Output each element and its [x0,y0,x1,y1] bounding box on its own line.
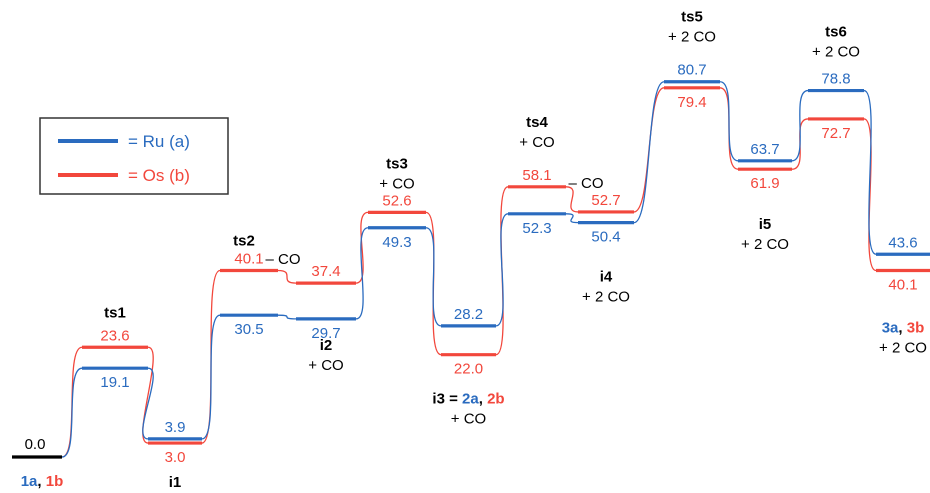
label-i5: i5 [759,216,772,233]
sublabel-3: + 2 CO [879,340,927,357]
label-1: 1a, 1b [21,473,64,490]
value-os-i1: 3.0 [165,449,186,466]
legend: = Ru (a) = Os (b) [39,117,229,195]
energy-values: 0.0 23.6 19.1 3.0 3.9 40.1 30.5 37.4 29.7 52.6 49.… [25,62,918,466]
label-i1: i1 [169,474,182,491]
legend-box [39,117,229,195]
co-loss-ts2: – CO [265,251,300,268]
value-ru-ts3: 49.3 [382,234,411,251]
connector-ru-ts5-i5 [719,81,739,162]
value-ru-ts2: 30.5 [234,321,263,338]
sublabel-ts6: + 2 CO [812,44,860,61]
value-ru-ts6: 78.8 [821,71,850,88]
value-os-ts4: 58.1 [522,167,551,184]
label-ts4: ts4 [526,114,548,131]
label-ts6: ts6 [825,24,847,41]
connector-os-ts6-3 [863,118,877,272]
value-ru-3: 43.6 [888,234,917,251]
connector-ru-ts6-3 [863,89,877,255]
legend-label-ru: = Ru (a) [128,132,190,151]
value-ru-i2: 29.7 [311,325,340,342]
state-labels: 1a, 1b ts1 i1 ts2 – CO i2 + CO ts3 + CO i3 = 2a, … [21,9,927,491]
sublabel-ts5: + 2 CO [668,29,716,46]
value-os-ts5: 79.4 [677,94,706,111]
connector-ru-1-ts1 [61,367,83,458]
legend-label-os: = Os (b) [128,166,190,185]
label-ts2: ts2 [233,233,255,250]
sublabel-ts4: + CO [519,134,554,151]
connector-ru-i5-ts6 [791,89,809,162]
connector-ru-ts1-i1 [142,367,154,440]
connector-ru-ts4-i4 [565,213,579,224]
sublabel-i3: + CO [451,411,486,428]
label-ts1: ts1 [104,304,126,321]
value-os-3: 40.1 [888,277,917,294]
sublabel-i4: + 2 CO [582,289,630,306]
connector-os-ts4-i4 [565,186,579,213]
connector-os-i2-ts3 [355,211,369,284]
sublabel-i2: + CO [308,357,343,374]
value-ru-ts4: 52.3 [522,220,551,237]
value-os-ts1: 23.6 [100,327,129,344]
connector-ru-i1-ts2 [201,314,221,440]
label-3: 3a, 3b [882,320,925,337]
value-ru-ts5: 80.7 [677,62,706,79]
value-ru-i3: 28.2 [454,306,483,323]
connector-ru-ts2-i2 [277,314,297,320]
connector-ru-ts3-i3 [425,227,442,327]
sublabel-ts3: + CO [379,175,414,192]
connector-ru-i4-ts5 [633,81,665,224]
value-os-i5: 61.9 [750,175,779,192]
label-i3: i3 = 2a, 2b [432,391,504,408]
value-os-i3: 22.0 [454,361,483,378]
value-os-ts6: 72.7 [821,125,850,142]
value-ru-i4: 50.4 [591,229,620,246]
energy-levels [12,80,930,459]
label-ts3: ts3 [386,155,408,172]
value-os-i2: 37.4 [311,263,340,280]
value-os-ts3: 52.6 [382,192,411,209]
value-ru-i1: 3.9 [165,419,186,436]
label-ts5: ts5 [681,9,703,26]
co-loss-ts4: – CO [568,175,603,192]
connector-ru-i2-ts3 [355,227,369,320]
connector-ru-i3-ts4 [495,213,509,327]
value-ru-ts1: 19.1 [100,374,129,391]
value-ru-i5: 63.7 [750,141,779,158]
label-i4: i4 [600,269,613,286]
value-os-ts2: 40.1 [234,251,263,268]
sublabel-i5: + 2 CO [741,236,789,253]
connector-lines [61,81,877,458]
value-1: 0.0 [25,436,46,453]
label-i2: i2 [320,337,333,354]
value-os-i4: 52.7 [591,192,620,209]
connector-os-ts1-i1 [142,346,154,444]
connector-os-ts2-i2 [277,269,297,284]
